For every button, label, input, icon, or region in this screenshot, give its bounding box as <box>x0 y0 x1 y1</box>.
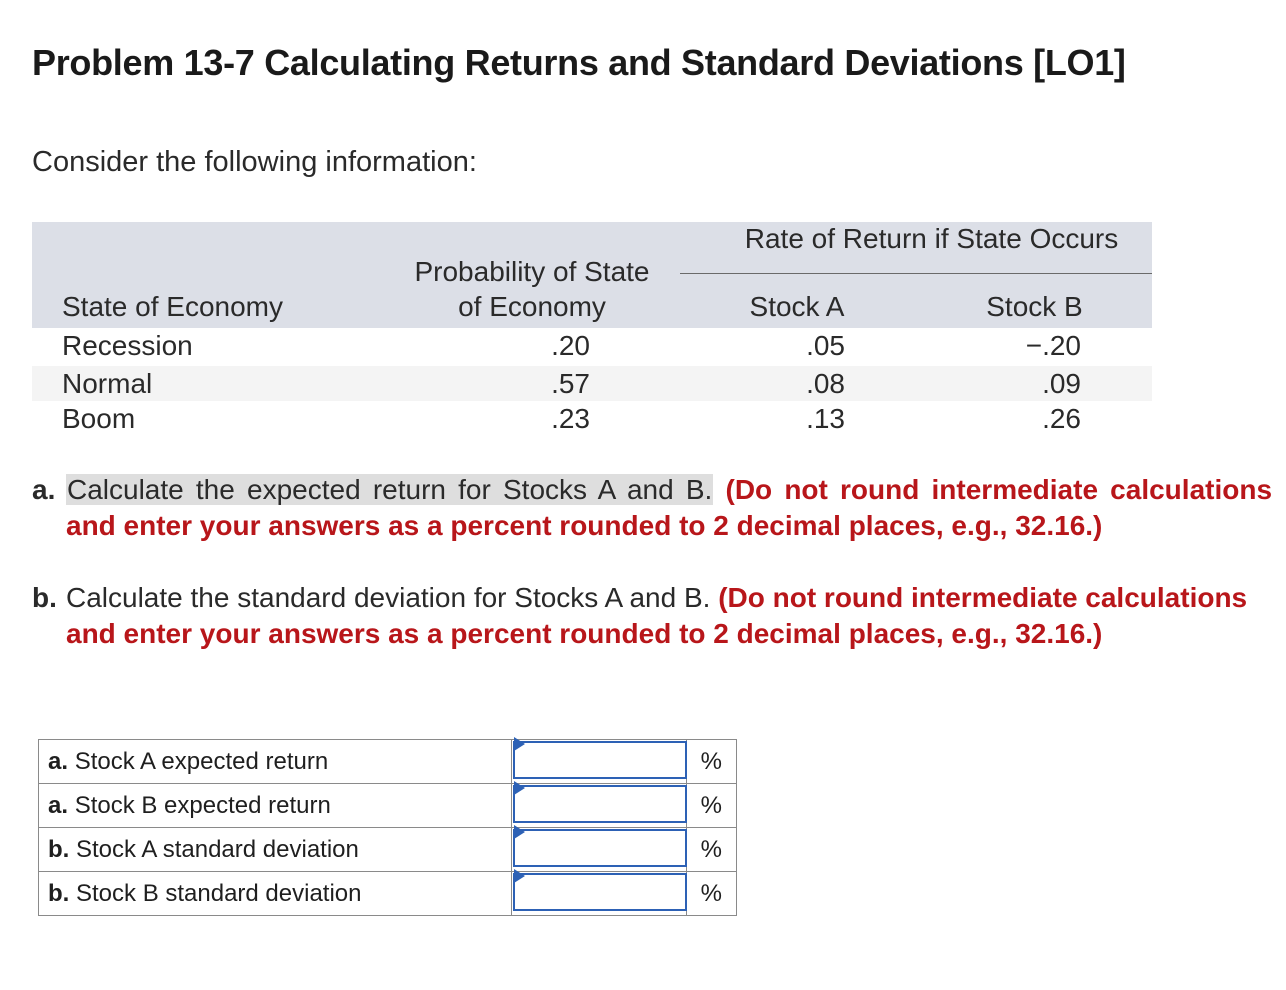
table-row: Boom .23 .13 .26 <box>32 401 1152 436</box>
problem-title: Problem 13-7 Calculating Returns and Sta… <box>32 42 1126 83</box>
percent-unit: % <box>685 783 738 828</box>
input-marker-icon <box>513 869 525 883</box>
input-marker-icon <box>513 737 525 751</box>
stock-b-expected-return-input[interactable] <box>512 785 687 823</box>
answer-input-cell <box>510 825 687 872</box>
table-row: Recession .20 .05 −.20 <box>32 328 1152 363</box>
question-b-text: Calculate the standard deviation for Sto… <box>66 582 711 613</box>
stock-a-standard-deviation-input[interactable] <box>512 829 687 867</box>
info-table-header: Rate of Return if State Occurs Probabili… <box>32 222 1152 328</box>
percent-unit: % <box>685 827 738 872</box>
answer-prefix: a. <box>48 747 69 775</box>
answer-input-cell <box>510 869 687 916</box>
answer-row-stock-a-expected-return: a. Stock A expected return % <box>38 737 738 784</box>
state-cell: Normal <box>62 368 153 399</box>
stock-a-header: Stock A <box>749 291 845 322</box>
question-b-label: b. <box>32 582 57 613</box>
stock-b-return-cell: −.20 <box>1025 330 1081 361</box>
header-divider <box>680 273 1152 274</box>
stock-b-return-cell: .26 <box>1042 403 1081 434</box>
state-cell: Recession <box>62 330 193 361</box>
table-row: Normal .57 .08 .09 <box>32 366 1152 401</box>
answer-label-text: Stock B expected return <box>74 791 331 819</box>
probability-cell: .57 <box>551 368 590 399</box>
state-cell: Boom <box>62 403 136 434</box>
percent-unit: % <box>685 739 738 784</box>
stock-a-return-cell: .13 <box>806 403 845 434</box>
answer-row-stock-a-standard-deviation: b. Stock A standard deviation % <box>38 825 738 872</box>
question-a-text: Calculate the expected return for Stocks… <box>66 474 714 505</box>
question-a: a. Calculate the expected return for Sto… <box>32 472 1272 544</box>
stock-a-expected-return-input[interactable] <box>512 741 687 779</box>
answer-input-cell <box>510 781 687 828</box>
answer-label-text: Stock A standard deviation <box>76 835 359 863</box>
stock-a-return-cell: .05 <box>806 330 845 361</box>
probability-cell: .20 <box>551 330 590 361</box>
question-b-instruction: (Do not round intermediate calculations … <box>66 582 1248 649</box>
probability-header: Probability of State of Economy <box>372 254 692 324</box>
stock-b-header: Stock B <box>986 291 1083 322</box>
answer-label: b. Stock B standard deviation <box>38 871 512 916</box>
probability-header-line2: of Economy <box>458 291 606 322</box>
answer-label: a. Stock B expected return <box>38 783 512 828</box>
answer-input-cell <box>510 737 687 784</box>
answer-label-text: Stock A expected return <box>74 747 329 775</box>
rate-of-return-header: Rate of Return if State Occurs <box>744 223 1119 254</box>
stock-b-return-cell: .09 <box>1042 368 1081 399</box>
input-marker-icon <box>513 781 525 795</box>
answer-label: a. Stock A expected return <box>38 739 512 784</box>
answer-row-stock-b-expected-return: a. Stock B expected return % <box>38 781 738 828</box>
answer-prefix: a. <box>48 791 69 819</box>
percent-unit: % <box>685 871 738 916</box>
probability-header-line1: Probability of State <box>414 256 650 287</box>
stock-a-return-cell: .08 <box>806 368 845 399</box>
answer-prefix: b. <box>48 835 70 863</box>
input-marker-icon <box>513 825 525 839</box>
answer-row-stock-b-standard-deviation: b. Stock B standard deviation % <box>38 869 738 916</box>
probability-cell: .23 <box>551 403 590 434</box>
answer-table: a. Stock A expected return % a. Stock B … <box>38 737 738 916</box>
question-b: b. Calculate the standard deviation for … <box>32 580 1272 652</box>
state-of-economy-header: State of Economy <box>62 291 284 322</box>
answer-label-text: Stock B standard deviation <box>76 879 362 907</box>
question-b-body: Calculate the standard deviation for Sto… <box>66 580 1272 652</box>
intro-text: Consider the following information: <box>32 146 477 178</box>
stock-b-standard-deviation-input[interactable] <box>512 873 687 911</box>
answer-prefix: b. <box>48 879 70 907</box>
answer-label: b. Stock A standard deviation <box>38 827 512 872</box>
question-a-body: Calculate the expected return for Stocks… <box>66 472 1272 544</box>
question-a-label: a. <box>32 474 56 505</box>
returns-info-table: Rate of Return if State Occurs Probabili… <box>32 222 1152 434</box>
question-a-instruction: (Do not round intermediate calculations … <box>66 474 1273 541</box>
